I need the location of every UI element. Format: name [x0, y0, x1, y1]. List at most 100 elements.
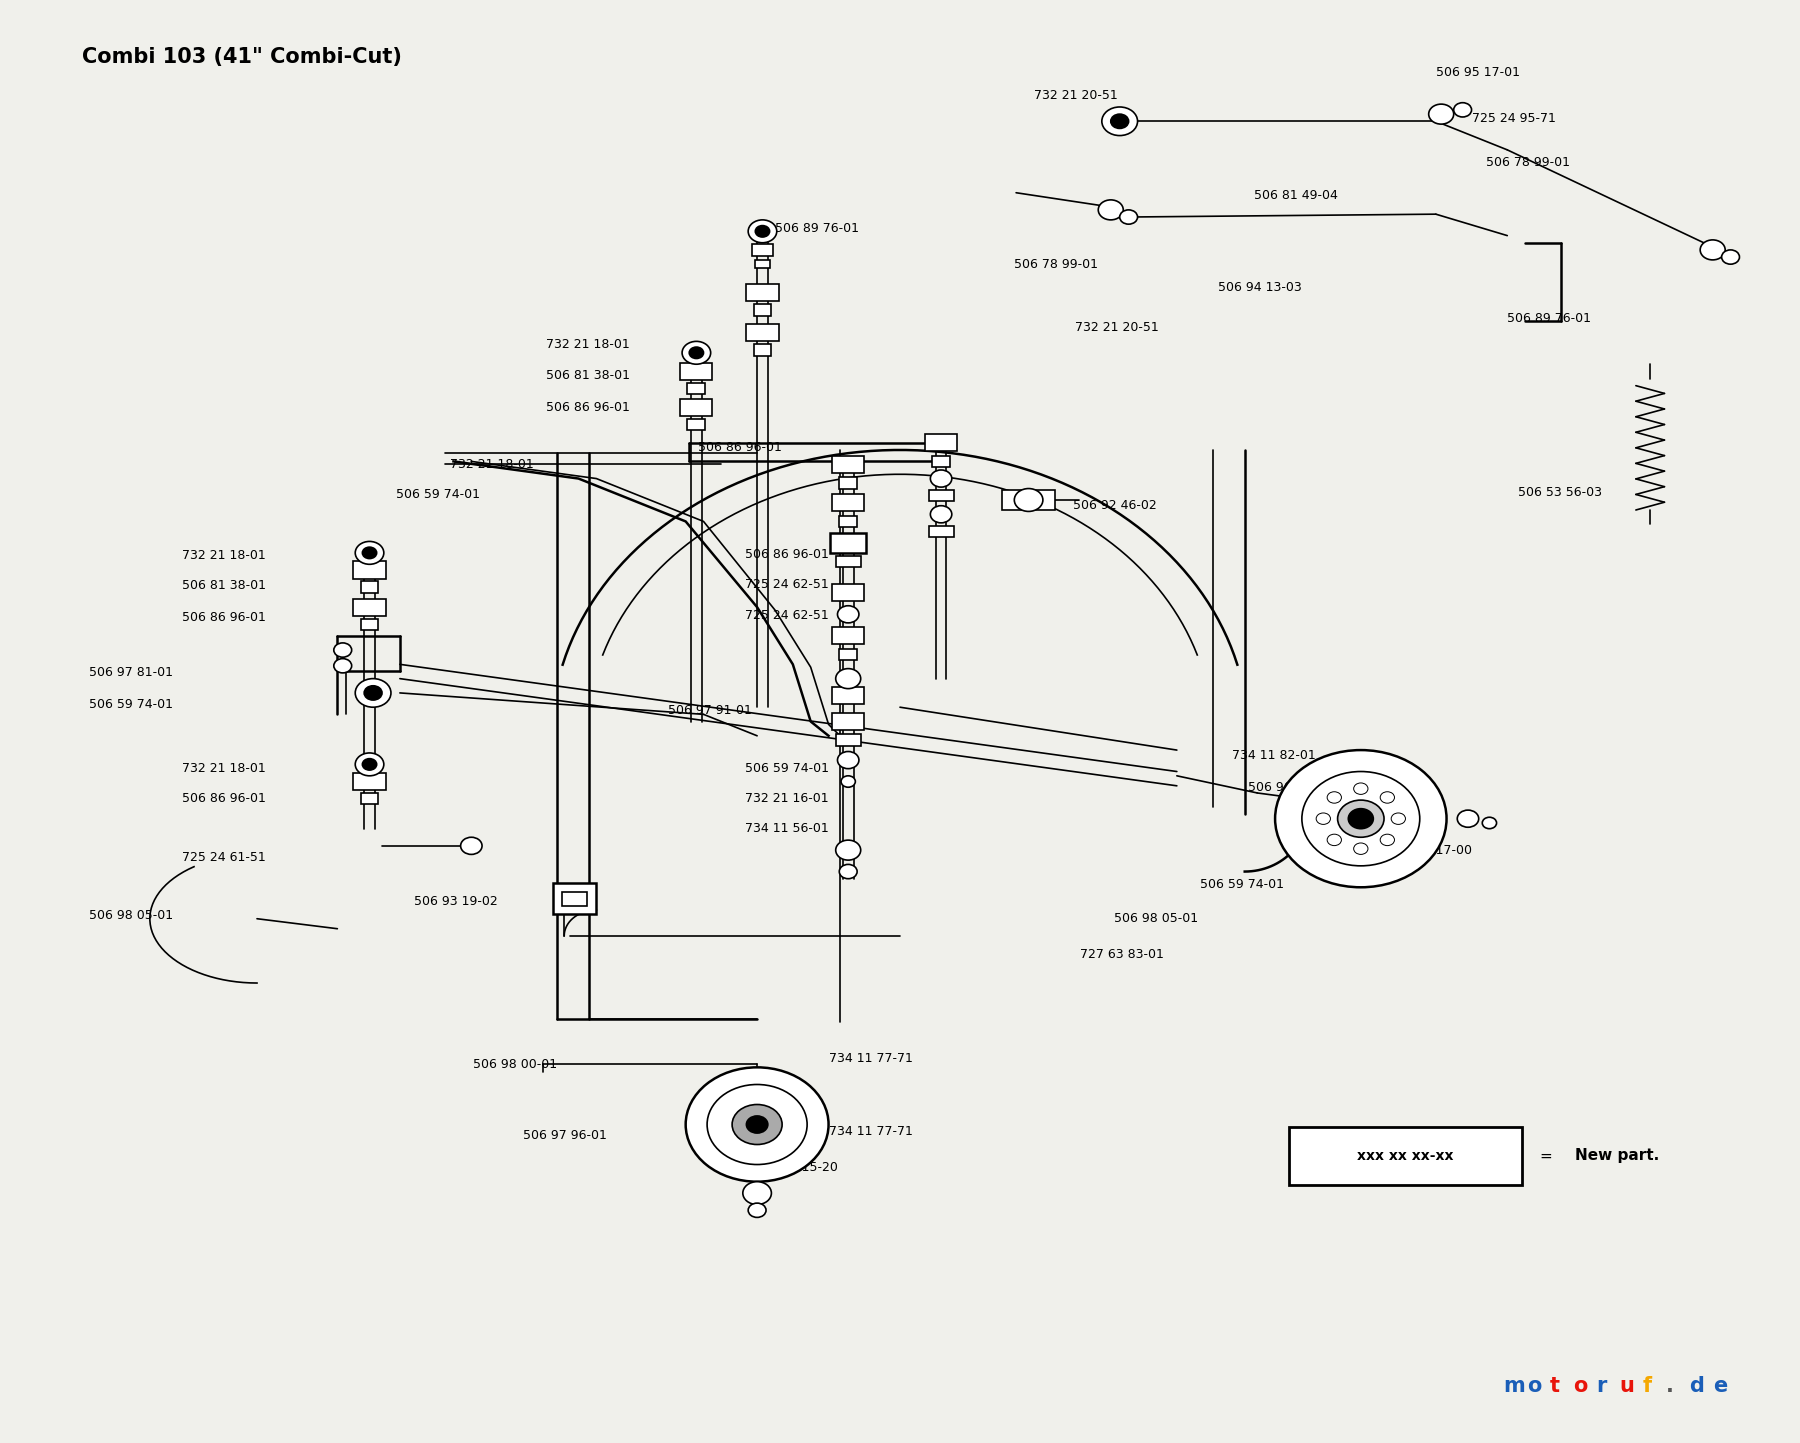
Bar: [835, 734, 860, 746]
Bar: [353, 561, 385, 579]
Bar: [553, 883, 596, 915]
Text: 506 89 76-01: 506 89 76-01: [776, 222, 859, 235]
Circle shape: [1120, 209, 1138, 224]
Circle shape: [1391, 812, 1406, 824]
Text: 506 86 96-01: 506 86 96-01: [182, 610, 266, 623]
Text: 725 24 62-51: 725 24 62-51: [745, 577, 828, 590]
Text: .: .: [1667, 1377, 1674, 1395]
Circle shape: [461, 837, 482, 854]
Text: 506 59 74-01: 506 59 74-01: [90, 698, 173, 711]
Text: 732 21 20-51: 732 21 20-51: [1075, 320, 1159, 333]
Circle shape: [837, 606, 859, 623]
Bar: [832, 584, 864, 602]
Circle shape: [1307, 795, 1325, 810]
Text: xxx xx xx-xx: xxx xx xx-xx: [1357, 1149, 1454, 1163]
Text: 506 78 99-01: 506 78 99-01: [1485, 156, 1570, 169]
Text: 506 78 99-01: 506 78 99-01: [1015, 258, 1098, 271]
Bar: [929, 525, 954, 537]
Text: 732 21 18-01: 732 21 18-01: [182, 762, 266, 775]
Bar: [929, 491, 954, 501]
Bar: [830, 532, 866, 553]
Bar: [752, 244, 774, 255]
Text: 725 24 62-51: 725 24 62-51: [745, 609, 828, 622]
Text: New part.: New part.: [1575, 1149, 1660, 1163]
Bar: [839, 648, 857, 659]
Circle shape: [1348, 808, 1373, 828]
Circle shape: [1721, 250, 1739, 264]
Text: 725 24 61-51: 725 24 61-51: [182, 851, 266, 864]
Circle shape: [1015, 489, 1042, 511]
Text: 506 95 17-01: 506 95 17-01: [1436, 66, 1519, 79]
Circle shape: [1381, 834, 1395, 846]
Bar: [832, 713, 864, 730]
Text: 506 53 56-03: 506 53 56-03: [1517, 486, 1602, 499]
Text: 506 86 96-01: 506 86 96-01: [745, 548, 828, 561]
Text: f: f: [1643, 1377, 1652, 1395]
Bar: [688, 382, 706, 394]
Bar: [832, 456, 864, 473]
Text: 732 21 18-01: 732 21 18-01: [450, 457, 533, 470]
Text: d: d: [1690, 1377, 1705, 1395]
Circle shape: [931, 505, 952, 522]
Bar: [839, 478, 857, 489]
Circle shape: [1274, 750, 1447, 887]
Circle shape: [1327, 834, 1341, 846]
Text: 506 92 46-02: 506 92 46-02: [1073, 499, 1157, 512]
Circle shape: [743, 1182, 772, 1205]
Text: e: e: [1712, 1377, 1726, 1395]
Bar: [832, 628, 864, 645]
Text: 506 59 74-01: 506 59 74-01: [396, 488, 481, 501]
Circle shape: [1098, 201, 1123, 219]
Text: 506 86 96-01: 506 86 96-01: [182, 792, 266, 805]
Text: 506 97 81-01: 506 97 81-01: [90, 667, 173, 680]
Circle shape: [1454, 102, 1472, 117]
Text: 734 11 56-01: 734 11 56-01: [745, 823, 828, 835]
Text: 506 59 74-01: 506 59 74-01: [745, 762, 828, 775]
Text: 506 97 96-01: 506 97 96-01: [524, 1130, 607, 1143]
Circle shape: [362, 547, 376, 558]
Bar: [688, 418, 706, 430]
Bar: [835, 556, 860, 567]
Text: 506 98 05-01: 506 98 05-01: [1114, 912, 1199, 925]
Circle shape: [1701, 240, 1724, 260]
Text: 734 11 82-01: 734 11 82-01: [1343, 812, 1427, 825]
Bar: [832, 687, 864, 704]
Text: 732 21 16-01: 732 21 16-01: [745, 792, 828, 805]
Text: 735 31 15-20: 735 31 15-20: [754, 1160, 837, 1175]
Bar: [360, 582, 378, 593]
Bar: [353, 773, 385, 791]
Circle shape: [1102, 107, 1138, 136]
Circle shape: [733, 1104, 783, 1144]
Bar: [360, 619, 378, 631]
Text: 506 98 00-01: 506 98 00-01: [473, 1058, 558, 1071]
Text: 506 89 76-01: 506 89 76-01: [1507, 312, 1591, 325]
Circle shape: [835, 840, 860, 860]
Text: =: =: [1539, 1149, 1552, 1163]
Text: 727 63 83-01: 727 63 83-01: [1080, 948, 1165, 961]
Circle shape: [1111, 114, 1129, 128]
Text: 506 96 30-01: 506 96 30-01: [1247, 781, 1332, 794]
Circle shape: [749, 1203, 767, 1218]
Circle shape: [931, 470, 952, 488]
Circle shape: [1301, 772, 1420, 866]
Bar: [680, 398, 713, 416]
Bar: [756, 260, 770, 268]
Text: 506 94 13-03: 506 94 13-03: [1219, 280, 1301, 293]
Text: 506 81 49-04: 506 81 49-04: [1253, 189, 1337, 202]
Circle shape: [355, 753, 383, 776]
Bar: [747, 284, 779, 302]
Circle shape: [364, 685, 382, 700]
Circle shape: [841, 776, 855, 788]
Circle shape: [756, 225, 770, 237]
Text: 506 81 38-01: 506 81 38-01: [547, 369, 630, 382]
Circle shape: [355, 678, 391, 707]
Circle shape: [689, 348, 704, 358]
Text: o: o: [1573, 1377, 1588, 1395]
Text: u: u: [1620, 1377, 1634, 1395]
Bar: [754, 345, 772, 355]
Text: m: m: [1503, 1377, 1525, 1395]
Bar: [747, 325, 779, 342]
Circle shape: [333, 658, 351, 672]
Circle shape: [747, 1115, 769, 1133]
Circle shape: [1354, 784, 1368, 795]
